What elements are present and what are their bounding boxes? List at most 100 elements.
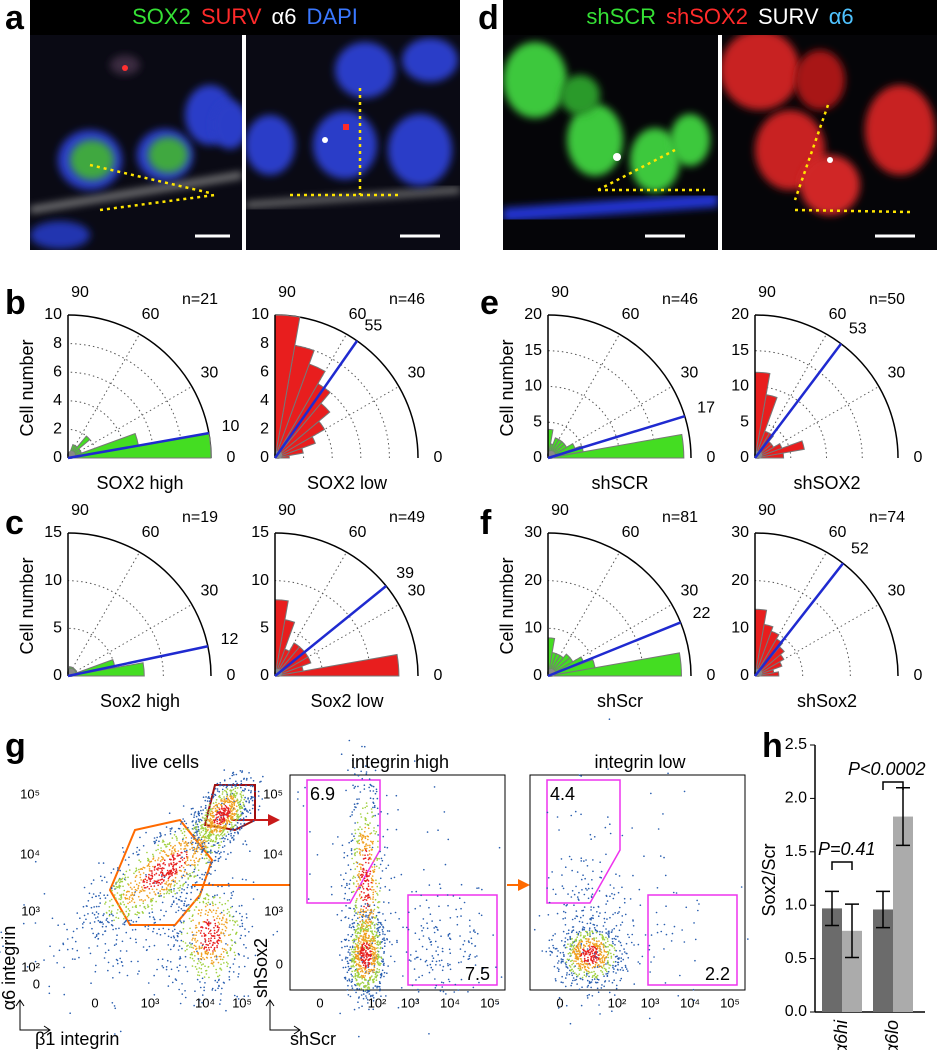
event-dots — [571, 938, 609, 973]
grid-spoke — [67, 333, 140, 459]
y-tick-label: 0 — [260, 449, 269, 466]
gate-percent: 6.9 — [310, 784, 335, 804]
panel-letter: e — [480, 284, 499, 322]
legend-entry: shSCR — [586, 4, 656, 29]
x-tick-label: 10³ — [401, 995, 420, 1010]
y-tick-label: 5 — [740, 413, 749, 430]
mean-label: 55 — [364, 317, 382, 334]
angle-label: 90 — [278, 284, 296, 301]
y-tick-label: 10 — [251, 572, 269, 589]
n-label: n=49 — [389, 509, 425, 526]
gate-percent: 4.4 — [550, 784, 575, 804]
y-tick-label: 0 — [33, 976, 40, 991]
y-tick-label: 20 — [524, 306, 542, 323]
error-bar — [845, 903, 859, 959]
y-tick-label: 1.5 — [785, 843, 807, 860]
grid-spoke — [67, 604, 193, 677]
gate — [306, 779, 381, 904]
x-tick-label: 10⁴ — [440, 995, 460, 1010]
y-tick-label: 4 — [53, 392, 62, 409]
x-tick-label: 10⁵ — [480, 995, 500, 1010]
y-axis-label: Sox2/Scr — [759, 843, 779, 916]
mean-label: 53 — [849, 321, 867, 338]
n-label: n=46 — [662, 291, 698, 308]
n-label: n=46 — [389, 291, 425, 308]
axis-arrows — [265, 999, 301, 1035]
plot-title: shSOX2 — [793, 473, 860, 493]
y-axis-label: Cell number — [497, 557, 517, 654]
x-tick-label: 10⁴ — [680, 995, 700, 1010]
angle-label: 0 — [227, 449, 236, 466]
outer-arc — [67, 532, 212, 677]
plot-title: Sox2 high — [100, 691, 180, 711]
y-tick-label: 20 — [524, 572, 542, 589]
gate — [546, 779, 621, 904]
y-tick-label: 10² — [21, 959, 40, 974]
angle-label: 30 — [888, 583, 906, 600]
y-tick-label: 6 — [260, 363, 269, 380]
mean-line — [274, 585, 387, 677]
angle-label: 90 — [551, 502, 569, 519]
legend-entry: SOX2 — [132, 4, 191, 29]
panel-letter: h — [762, 727, 783, 765]
plot-title: SOX2 low — [307, 473, 388, 493]
plot-title: shScr — [597, 691, 643, 711]
n-label: n=50 — [869, 291, 905, 308]
y-tick-label: 30 — [731, 524, 749, 541]
y-tick-label: 0 — [53, 449, 62, 466]
mean-label: 39 — [396, 565, 414, 582]
mean-label: 22 — [693, 605, 711, 622]
y-tick-label: 10 — [44, 306, 62, 323]
y-tick-label: 0 — [533, 449, 542, 466]
y-tick-label: 0 — [740, 449, 749, 466]
plot-title: shSCR — [591, 473, 648, 493]
mean-label: 10 — [222, 418, 240, 435]
angle-label: 30 — [408, 583, 426, 600]
grid-spoke — [67, 386, 193, 459]
x-tick-label: 0 — [91, 995, 98, 1010]
angle-label: 90 — [278, 502, 296, 519]
angle-label: 90 — [551, 284, 569, 301]
grid-arc — [754, 386, 827, 459]
outer-arc — [754, 314, 899, 459]
event-dots — [0, 769, 279, 1035]
y-tick-label: 10⁵ — [263, 786, 283, 801]
gate-percent: 7.5 — [465, 964, 490, 984]
event-dots — [104, 787, 246, 979]
gate-percent: 2.2 — [705, 964, 730, 984]
n-label: n=19 — [182, 509, 218, 526]
y-tick-label: 10 — [524, 378, 542, 395]
outer-arc — [547, 532, 692, 677]
mean-label: 17 — [697, 400, 715, 417]
grid-arc — [754, 627, 804, 677]
y-tick-label: 8 — [53, 335, 62, 352]
angle-label: 60 — [829, 524, 847, 541]
angle-label: 30 — [681, 365, 699, 382]
y-tick-label: 10⁵ — [20, 786, 40, 801]
y-tick-label: 6 — [53, 363, 62, 380]
angle-label: 60 — [829, 306, 847, 323]
micrograph — [30, 35, 242, 250]
y-tick-label: 10 — [251, 306, 269, 323]
y-tick-label: 1.0 — [785, 896, 807, 913]
panel-letter: f — [480, 504, 492, 542]
mean-line — [754, 562, 845, 677]
y-tick-label: 0 — [53, 667, 62, 684]
y-tick-label: 15 — [731, 342, 749, 359]
plot-title: integrin low — [594, 752, 686, 772]
y-tick-label: 30 — [524, 524, 542, 541]
n-label: n=74 — [869, 509, 905, 526]
angle-label: 0 — [914, 449, 923, 466]
legend-entry: DAPI — [307, 4, 358, 29]
error-bar — [825, 890, 839, 927]
angle-label: 90 — [758, 502, 776, 519]
y-tick-label: 8 — [260, 335, 269, 352]
angle-label: 0 — [434, 449, 443, 466]
legend-entry: α6 — [272, 4, 297, 29]
y-tick-label: 10⁴ — [263, 846, 283, 861]
x-tick-label: 10² — [368, 995, 387, 1010]
header-bar — [30, 0, 460, 35]
mean-line — [67, 431, 210, 460]
header-legend: shSCR shSOX2 SURV α6 — [586, 4, 853, 29]
plot-title: live cells — [131, 752, 199, 772]
